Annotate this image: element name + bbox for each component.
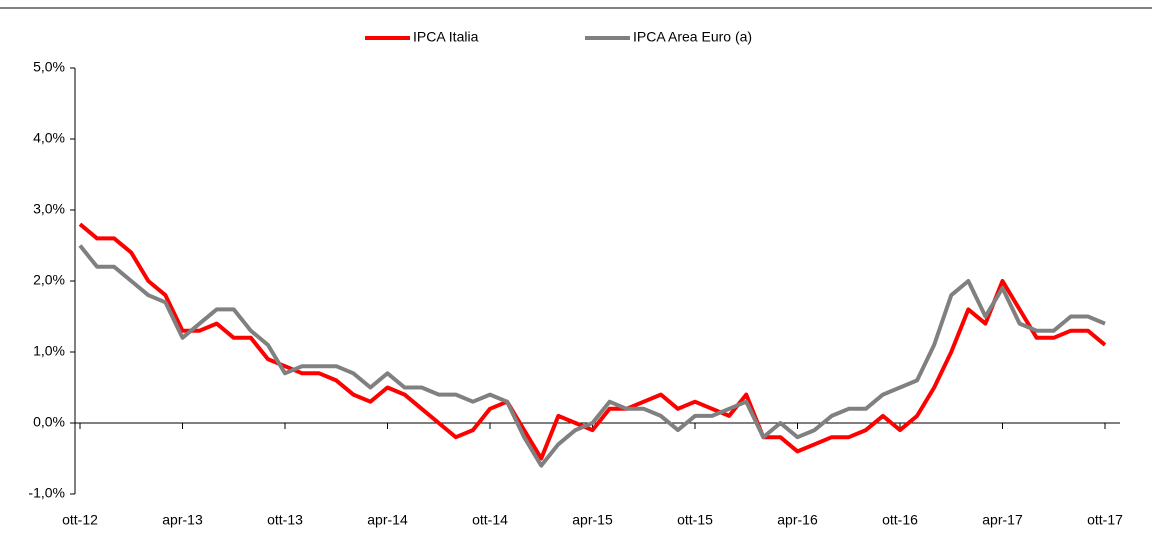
legend-label: IPCA Area Euro (a) bbox=[633, 29, 752, 45]
x-tick-label: ott-15 bbox=[677, 512, 713, 528]
series-line bbox=[78, 222, 1107, 461]
x-tick-label: apr-17 bbox=[982, 512, 1023, 528]
x-tick-label: ott-13 bbox=[267, 512, 303, 528]
x-tick-label: apr-16 bbox=[777, 512, 818, 528]
x-tick-label: ott-16 bbox=[882, 512, 918, 528]
y-tick-label: 4,0% bbox=[33, 130, 65, 146]
y-tick-label: 0,0% bbox=[33, 414, 65, 430]
y-tick-label: 2,0% bbox=[33, 272, 65, 288]
series-line bbox=[78, 244, 1106, 468]
y-tick-label: -1,0% bbox=[28, 485, 65, 501]
legend-label: IPCA Italia bbox=[413, 29, 479, 45]
x-tick-label: apr-15 bbox=[572, 512, 613, 528]
x-tick-label: apr-13 bbox=[162, 512, 203, 528]
x-tick-label: ott-14 bbox=[472, 512, 508, 528]
x-tick-label: ott-17 bbox=[1087, 512, 1123, 528]
y-tick-label: 3,0% bbox=[33, 201, 65, 217]
x-tick-label: apr-14 bbox=[367, 512, 408, 528]
x-tick-label: ott-12 bbox=[62, 512, 98, 528]
y-tick-label: 1,0% bbox=[33, 343, 65, 359]
y-tick-label: 5,0% bbox=[33, 59, 65, 75]
